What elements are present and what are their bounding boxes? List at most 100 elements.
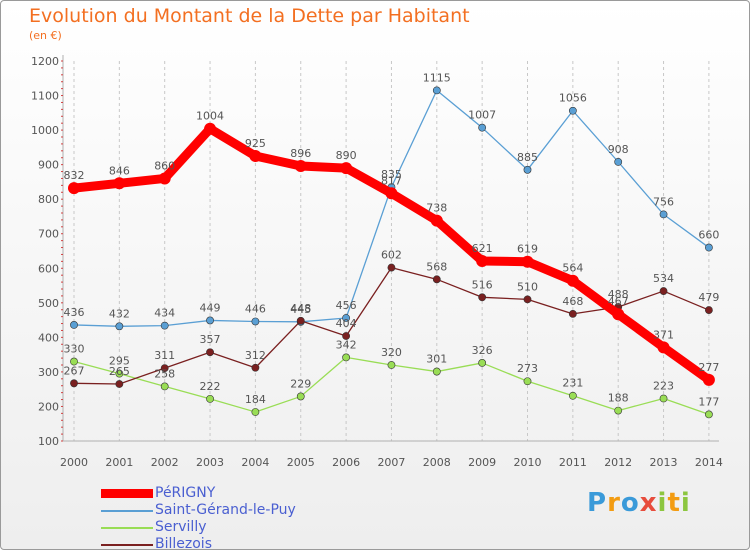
data-point (251, 363, 260, 372)
data-label: 311 (154, 349, 175, 362)
data-point (523, 377, 532, 386)
data-point (204, 122, 217, 135)
data-label: 448 (290, 302, 311, 315)
data-label: 860 (154, 159, 175, 172)
data-label: 320 (381, 346, 402, 359)
x-tick-label: 2011 (559, 456, 587, 469)
data-point (705, 243, 713, 252)
data-point (342, 332, 350, 340)
y-tick-label: 1200 (31, 55, 59, 68)
x-tick-label: 2003 (196, 456, 224, 469)
data-label: 738 (426, 202, 447, 215)
data-point (160, 382, 169, 391)
data-label: 295 (109, 355, 130, 368)
data-label: 404 (336, 317, 357, 330)
x-tick-label: 2006 (332, 456, 360, 469)
data-label: 835 (381, 168, 402, 181)
y-tick-label: 1100 (31, 90, 59, 103)
data-label: 229 (290, 377, 311, 390)
y-tick-label: 600 (38, 262, 59, 275)
data-point (294, 160, 307, 173)
x-tick-label: 2000 (60, 456, 88, 469)
y-tick-label: 1000 (31, 124, 59, 137)
data-label: 312 (245, 349, 266, 362)
data-point (385, 187, 398, 200)
data-point (296, 316, 305, 325)
data-point (523, 295, 532, 304)
data-label: 479 (698, 291, 719, 304)
data-label: 326 (472, 344, 493, 357)
data-label: 468 (562, 295, 583, 308)
data-point (251, 317, 260, 326)
legend-label: Billezois (155, 536, 212, 552)
data-label: 621 (472, 242, 493, 255)
data-point (70, 357, 78, 366)
data-point (160, 321, 169, 330)
data-point (113, 177, 126, 190)
data-point (68, 182, 80, 195)
data-point (568, 309, 577, 318)
data-label: 467 (608, 295, 629, 308)
data-point (160, 364, 169, 373)
y-tick-label: 500 (38, 297, 59, 310)
data-point (70, 321, 78, 329)
data-label: 184 (245, 393, 266, 406)
legend-swatch (101, 489, 153, 498)
data-point (251, 408, 260, 416)
data-label: 434 (154, 307, 175, 320)
data-label: 817 (381, 174, 402, 187)
data-label: 756 (653, 195, 674, 208)
data-label: 330 (64, 343, 85, 356)
data-label: 564 (562, 262, 583, 275)
data-label: 846 (109, 164, 130, 177)
chart-subtitle: (en €) (29, 29, 62, 42)
data-point (206, 394, 214, 403)
data-point (340, 162, 353, 175)
data-point (521, 255, 534, 268)
data-point (158, 172, 171, 185)
x-tick-label: 2013 (650, 456, 678, 469)
data-label: 265 (109, 365, 130, 378)
data-label: 660 (698, 229, 719, 242)
data-label: 188 (608, 392, 629, 405)
data-point (702, 373, 715, 386)
data-label: 602 (381, 249, 402, 262)
data-label: 1007 (468, 109, 496, 122)
data-point (70, 379, 78, 388)
data-point (296, 392, 305, 401)
data-label: 890 (336, 149, 357, 162)
x-tick-label: 2002 (151, 456, 179, 469)
data-label: 357 (200, 333, 221, 346)
legend-label: Servilly (155, 519, 207, 535)
data-label: 342 (336, 338, 357, 351)
data-label: 534 (653, 272, 674, 285)
data-label: 896 (290, 147, 311, 160)
data-point (612, 308, 625, 321)
data-point (478, 123, 487, 132)
data-point (206, 316, 214, 325)
data-label: 273 (517, 362, 538, 375)
data-label: 510 (517, 280, 538, 293)
y-tick-label: 800 (38, 193, 59, 206)
legend-label: PéRIGNY (155, 485, 216, 501)
x-tick-label: 2014 (695, 456, 723, 469)
data-label: 371 (653, 328, 674, 341)
data-point (432, 367, 441, 376)
y-tick-label: 200 (38, 400, 59, 413)
x-tick-label: 2010 (514, 456, 542, 469)
data-label: 301 (426, 353, 447, 366)
data-point (705, 306, 713, 314)
data-label: 222 (200, 380, 221, 393)
data-point (705, 410, 713, 419)
data-point (614, 406, 623, 415)
data-point (657, 341, 670, 354)
data-label: 619 (517, 243, 538, 256)
data-point (523, 165, 532, 174)
data-label: 277 (698, 361, 719, 374)
data-point (614, 157, 623, 166)
legend-swatch (101, 510, 153, 512)
data-point (568, 391, 577, 400)
y-tick-label: 100 (38, 435, 59, 448)
data-point (206, 348, 214, 357)
